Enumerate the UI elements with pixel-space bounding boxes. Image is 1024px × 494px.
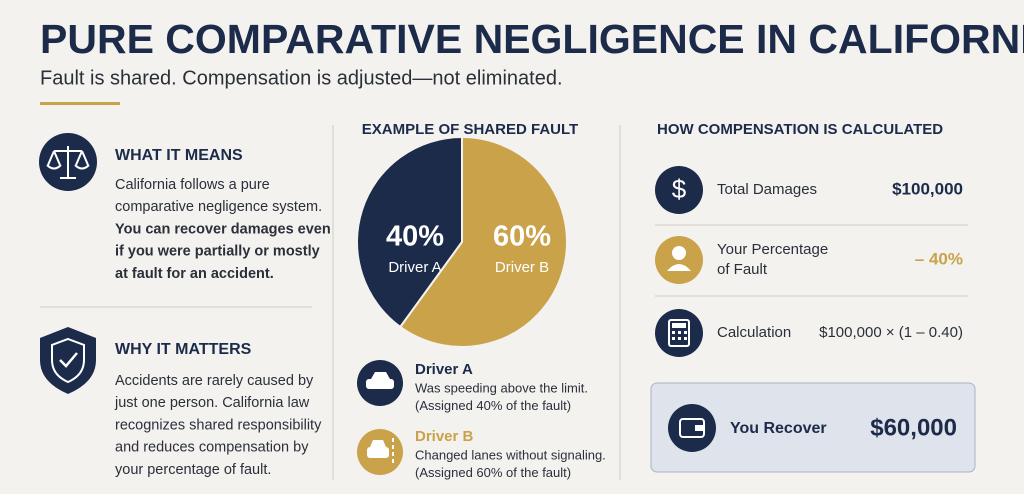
- body-text: Accidents are rarely caused by: [115, 373, 314, 389]
- section-heading: HOW COMPENSATION IS CALCULATED: [657, 121, 943, 138]
- calculator-icon: [655, 309, 703, 357]
- row-value: – 40%: [915, 249, 963, 268]
- body-text: if you were partially or mostly: [115, 244, 320, 260]
- row-value: $100,000 × (1 – 0.40): [819, 324, 963, 341]
- person-icon: [655, 236, 703, 284]
- section-heading: WHAT IT MEANS: [115, 147, 243, 164]
- body-text: You can recover damages even: [115, 221, 331, 237]
- scale-icon: [39, 133, 97, 191]
- accent-rule: [40, 102, 120, 105]
- driver-name: Driver B: [415, 428, 474, 445]
- body-text: and reduces compensation by: [115, 440, 309, 456]
- row-value: $100,000: [892, 179, 963, 198]
- row-label: Calculation: [717, 324, 791, 341]
- shield-icon: [40, 327, 96, 394]
- row-label: Your Percentage: [717, 241, 828, 258]
- section-heading: WHY IT MATTERS: [115, 341, 252, 358]
- driver-note: Changed lanes without signaling.: [415, 447, 606, 462]
- body-text: comparative negligence system.: [115, 199, 322, 215]
- pie-slice: [398, 135, 568, 348]
- pie-slice: [356, 135, 463, 329]
- car-icon: [357, 360, 403, 406]
- body-text: just one person. California law: [114, 395, 310, 411]
- driver-note: Was speeding above the limit.: [415, 380, 588, 395]
- slice-value: 60%: [493, 221, 551, 253]
- body-text: recognizes shared responsibility: [115, 417, 322, 433]
- row-label: of Fault: [717, 261, 768, 278]
- title: PURE COMPARATIVE NEGLIGENCE IN CALIFORNI…: [40, 16, 1024, 62]
- slice-value: 40%: [386, 221, 444, 253]
- subtitle: Fault is shared. Compensation is adjuste…: [40, 67, 563, 89]
- car-icon: [357, 429, 403, 475]
- dollar-icon: $: [655, 166, 703, 214]
- result-box: [650, 382, 976, 473]
- row-label: Total Damages: [717, 181, 817, 198]
- result-value: $60,000: [870, 414, 957, 441]
- slice-label: Driver A: [388, 259, 441, 276]
- result-label: You Recover: [730, 420, 827, 437]
- driver-name: Driver A: [415, 361, 473, 378]
- driver-note: (Assigned 60% of the fault): [415, 465, 571, 480]
- chart-title: EXAMPLE OF SHARED FAULT: [362, 121, 578, 138]
- svg-text:$: $: [672, 174, 687, 204]
- body-text: California follows a pure: [115, 177, 270, 193]
- body-text: at fault for an accident.: [115, 266, 274, 282]
- slice-label: Driver B: [495, 259, 549, 276]
- driver-note: (Assigned 40% of the fault): [415, 398, 571, 413]
- body-text: your percentage of fault.: [115, 462, 271, 478]
- wallet-icon: [668, 404, 716, 452]
